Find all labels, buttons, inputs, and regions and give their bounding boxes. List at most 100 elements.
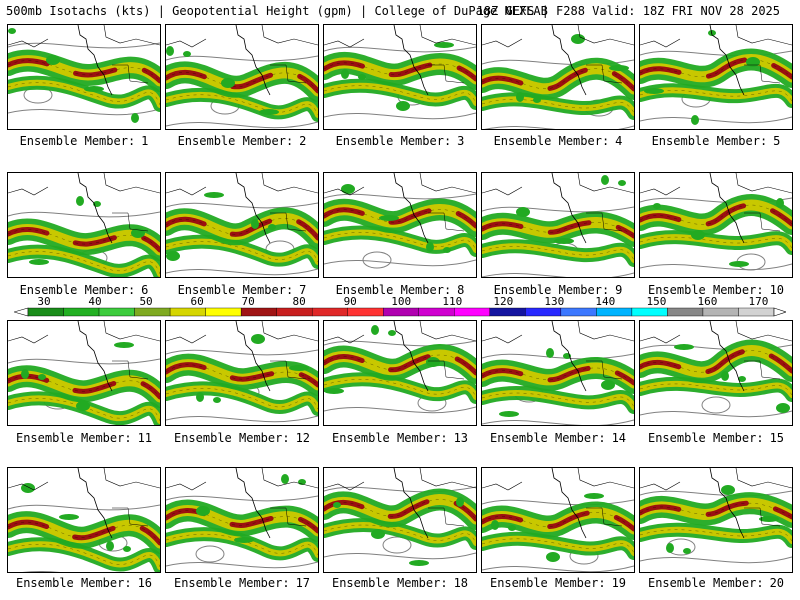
member-label-text: Ensemble Member: <box>19 134 136 148</box>
isotach-map <box>482 173 634 277</box>
member-number: 10 <box>769 283 785 297</box>
legend-swatch <box>276 307 313 317</box>
ensemble-map-panel <box>639 320 793 426</box>
legend-swatch <box>560 307 597 317</box>
ensemble-member-label: Ensemble Member: 19 <box>479 576 637 590</box>
ensemble-map-panel <box>323 467 477 573</box>
member-number: 18 <box>453 576 469 590</box>
isotach-map <box>640 468 792 564</box>
ensemble-member-label: Ensemble Member: 1 <box>5 134 163 148</box>
legend-tick-label: 40 <box>88 296 101 308</box>
legend-swatch <box>134 307 171 317</box>
ensemble-member-label: Ensemble Member: 10 <box>637 283 795 297</box>
ensemble-map-panel <box>323 24 477 130</box>
legend-swatch <box>489 307 526 317</box>
ensemble-member-label: Ensemble Member: 12 <box>163 431 321 445</box>
legend-swatch <box>27 307 64 317</box>
ensemble-member-label: Ensemble Member: 2 <box>163 134 321 148</box>
legend-swatch <box>347 307 384 317</box>
isotach-map <box>640 25 792 125</box>
isotach-map <box>640 173 792 271</box>
isotach-map <box>482 25 634 129</box>
legend-swatch <box>240 307 277 317</box>
legend-swatch <box>631 307 668 317</box>
member-label-text: Ensemble Member: <box>177 283 294 297</box>
member-label-text: Ensemble Member: <box>15 431 132 445</box>
member-number: 13 <box>453 431 469 445</box>
ensemble-map-panel <box>323 172 477 278</box>
legend-swatch <box>702 307 739 317</box>
legend-tick-label: 50 <box>139 296 152 308</box>
map-title: 500mb Isotachs (kts) | Geopotential Heig… <box>6 4 548 18</box>
member-label-text: Ensemble Member: <box>331 431 448 445</box>
legend-swatch <box>205 307 242 317</box>
ensemble-map-panel <box>481 172 635 278</box>
legend-swatch <box>525 307 562 317</box>
ensemble-map-panel <box>7 320 161 426</box>
ensemble-member-label: Ensemble Member: 13 <box>321 431 479 445</box>
ensemble-member-label: Ensemble Member: 9 <box>479 283 637 297</box>
legend-tick-label: 170 <box>749 296 769 308</box>
member-label-text: Ensemble Member: <box>19 283 136 297</box>
member-label-text: Ensemble Member: <box>489 431 606 445</box>
member-label-text: Ensemble Member: <box>493 283 610 297</box>
member-number: 15 <box>769 431 785 445</box>
ensemble-map-panel <box>481 320 635 426</box>
member-number: 17 <box>295 576 311 590</box>
map-header: 500mb Isotachs (kts) | Geopotential Heig… <box>0 0 800 22</box>
ensemble-member-label: Ensemble Member: 17 <box>163 576 321 590</box>
ensemble-map-panel <box>481 467 635 573</box>
ensemble-member-label: Ensemble Member: 7 <box>163 283 321 297</box>
run-valid-info: 18Z GEFS | F288 Valid: 18Z FRI NOV 28 20… <box>476 4 780 18</box>
member-label-text: Ensemble Member: <box>493 134 610 148</box>
legend-swatch <box>454 307 491 317</box>
isotach-map <box>482 468 634 572</box>
legend-swatch <box>311 307 348 317</box>
isotach-color-legend: 30 40 50 60 70 80 90 100 110 120 130 140 150 160 170 <box>14 296 786 318</box>
isotach-map <box>324 468 476 566</box>
legend-tick-label: 100 <box>391 296 411 308</box>
ensemble-map-panel <box>165 320 319 426</box>
legend-swatch <box>418 307 455 317</box>
legend-tick-label: 160 <box>697 296 717 308</box>
legend-swatch <box>738 307 775 317</box>
legend-tick-label: 120 <box>493 296 513 308</box>
member-label-text: Ensemble Member: <box>173 576 290 590</box>
member-label-text: Ensemble Member: <box>173 431 290 445</box>
member-label-text: Ensemble Member: <box>177 134 294 148</box>
ensemble-map-panel <box>165 467 319 573</box>
legend-swatch <box>383 307 419 317</box>
legend-tick-label: 70 <box>242 296 255 308</box>
member-number: 11 <box>137 431 153 445</box>
member-label-text: Ensemble Member: <box>331 576 448 590</box>
ensemble-map-panel <box>7 24 161 130</box>
legend-tick-label: 60 <box>190 296 203 308</box>
isotach-map <box>8 173 160 277</box>
member-number: 19 <box>611 576 627 590</box>
isotach-map <box>166 25 318 129</box>
legend-tick-label: 150 <box>646 296 666 308</box>
ensemble-member-label: Ensemble Member: 20 <box>637 576 795 590</box>
ensemble-member-label: Ensemble Member: 14 <box>479 431 637 445</box>
ensemble-member-label: Ensemble Member: 8 <box>321 283 479 297</box>
isotach-map <box>324 25 476 120</box>
isotach-map <box>8 468 160 572</box>
member-number: 4 <box>615 134 623 148</box>
isotach-map <box>324 321 476 414</box>
legend-swatch <box>667 307 704 317</box>
isotach-map <box>166 173 318 276</box>
ensemble-member-label: Ensemble Member: 15 <box>637 431 795 445</box>
ensemble-member-label: Ensemble Member: 16 <box>5 576 163 590</box>
legend-tick-label: 140 <box>595 296 615 308</box>
legend-tick-label: 130 <box>544 296 564 308</box>
ensemble-map-panel <box>323 320 477 426</box>
ensemble-member-label: Ensemble Member: 4 <box>479 134 637 148</box>
isotach-map <box>166 321 318 423</box>
legend-bar: 30 40 50 60 70 80 90 100 110 120 130 140 150 160 170 <box>14 296 786 317</box>
ensemble-map-panel <box>7 172 161 278</box>
isotach-map <box>8 25 160 123</box>
ensemble-member-label: Ensemble Member: 11 <box>5 431 163 445</box>
member-number: 20 <box>769 576 785 590</box>
isotach-map <box>482 321 634 425</box>
member-label-text: Ensemble Member: <box>335 134 452 148</box>
